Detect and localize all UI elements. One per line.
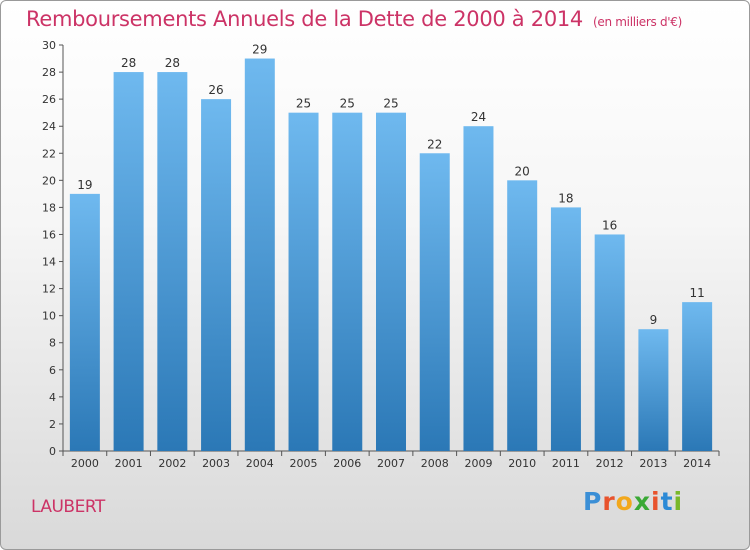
x-tick-label: 2012 <box>596 457 624 470</box>
y-tick-label: 2 <box>49 418 56 431</box>
bar <box>463 126 494 451</box>
bar <box>682 302 713 451</box>
x-tick-label: 2000 <box>71 457 99 470</box>
bar <box>69 193 100 451</box>
data-label: 28 <box>121 56 136 70</box>
logo-letter: i <box>673 487 684 516</box>
bar <box>157 72 188 452</box>
x-tick-label: 2002 <box>158 457 186 470</box>
proxiti-logo: Proxiti <box>583 487 683 516</box>
chart-bars <box>69 58 713 452</box>
y-tick-label: 20 <box>42 174 56 187</box>
x-tick-label: 2010 <box>508 457 536 470</box>
x-tick-label: 2013 <box>639 457 667 470</box>
data-label: 24 <box>471 110 486 124</box>
data-label: 18 <box>558 191 573 205</box>
data-label: 26 <box>208 83 223 97</box>
data-label: 9 <box>650 313 658 327</box>
data-label: 16 <box>602 218 617 232</box>
data-label: 29 <box>252 43 267 57</box>
x-tick-label: 2001 <box>115 457 143 470</box>
x-tick-label: 2004 <box>246 457 274 470</box>
x-tick-label: 2014 <box>683 457 711 470</box>
logo-letter: P <box>583 487 603 516</box>
y-tick-label: 28 <box>42 66 56 79</box>
bar <box>376 112 406 452</box>
logo-letter: x <box>633 487 651 516</box>
y-tick-label: 4 <box>49 391 56 404</box>
bar <box>419 153 450 451</box>
y-tick-label: 14 <box>42 256 56 269</box>
logo-letter: i <box>651 487 661 516</box>
bar <box>201 99 232 451</box>
data-label: 25 <box>296 97 311 111</box>
logo-letter: o <box>615 487 634 516</box>
y-tick-label: 0 <box>49 445 56 458</box>
y-tick-label: 10 <box>42 310 56 323</box>
data-label: 11 <box>689 286 704 300</box>
data-label: 20 <box>515 164 530 178</box>
chart-labels: 19 28 28 26 29 25 25 25 22 24 20 18 16 9 11 <box>77 43 705 328</box>
data-label: 22 <box>427 137 442 151</box>
x-tick-label: 2006 <box>333 457 361 470</box>
data-label: 28 <box>165 56 180 70</box>
y-tick-label: 24 <box>42 120 56 133</box>
bar <box>332 112 363 452</box>
x-tick-label: 2007 <box>377 457 405 470</box>
y-tick-label: 8 <box>49 337 56 350</box>
bar <box>550 207 581 451</box>
y-tick-label: 26 <box>42 93 56 106</box>
commune-name: LAUBERT <box>31 497 105 517</box>
bar <box>244 58 275 452</box>
y-tick-label: 6 <box>49 364 56 377</box>
logo-letter: r <box>602 487 616 516</box>
data-label: 25 <box>340 97 355 111</box>
y-tick-label: 12 <box>42 283 56 296</box>
y-tick-label: 22 <box>42 147 56 160</box>
data-label: 25 <box>383 97 398 111</box>
y-tick-label: 18 <box>42 201 56 214</box>
bar <box>638 329 669 451</box>
y-tick-label: 30 <box>42 39 56 52</box>
data-label: 19 <box>77 178 92 192</box>
bar <box>288 112 319 452</box>
logo-letter: t <box>660 487 674 516</box>
x-tick-label: 2003 <box>202 457 230 470</box>
bar <box>113 72 144 452</box>
chart-title: Remboursements Annuels de la Dette de 20… <box>26 7 682 31</box>
chart-unit: (en milliers d'€) <box>593 15 683 29</box>
y-tick-label: 16 <box>42 228 56 241</box>
x-tick-label: 2009 <box>464 457 492 470</box>
x-tick-label: 2008 <box>421 457 449 470</box>
bar <box>507 180 538 452</box>
chart-title-text: Remboursements Annuels de la Dette de 20… <box>26 7 583 31</box>
bar <box>594 234 625 451</box>
x-tick-label: 2011 <box>552 457 580 470</box>
x-tick-label: 2005 <box>290 457 318 470</box>
